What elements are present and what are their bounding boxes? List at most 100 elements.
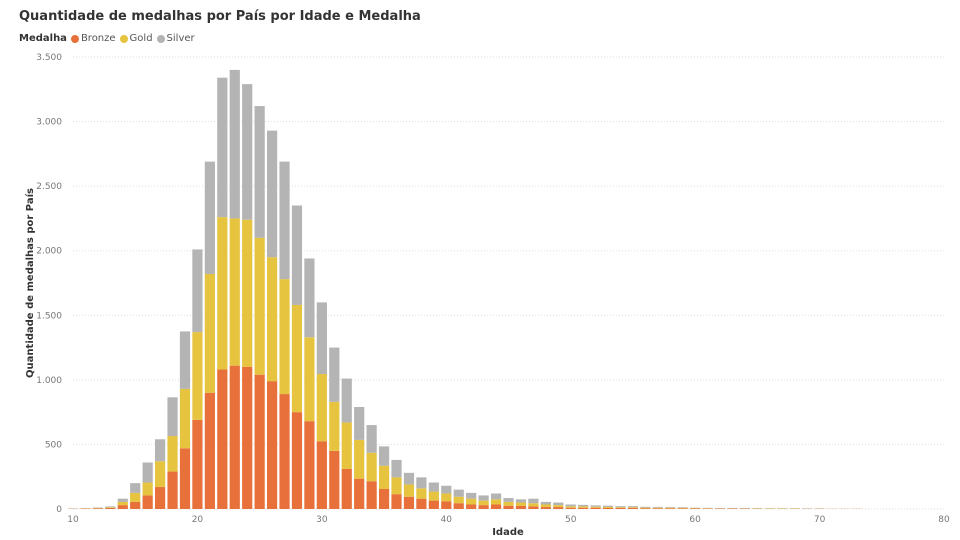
bar-silver-age-41[interactable] bbox=[453, 489, 464, 497]
bar-bronze-age-33[interactable] bbox=[354, 478, 365, 509]
bar-gold-age-17[interactable] bbox=[154, 461, 166, 488]
bar-bronze-age-24[interactable] bbox=[242, 366, 253, 509]
bar-silver-age-59[interactable] bbox=[677, 507, 688, 508]
bar-gold-age-46[interactable] bbox=[515, 502, 527, 506]
bar-silver-age-55[interactable] bbox=[627, 506, 639, 508]
bar-gold-age-14[interactable] bbox=[117, 501, 128, 506]
bar-silver-age-18[interactable] bbox=[167, 397, 178, 437]
bar-bronze-age-38[interactable] bbox=[416, 498, 427, 509]
bar-silver-age-35[interactable] bbox=[378, 446, 390, 466]
bar-silver-age-53[interactable] bbox=[602, 505, 614, 507]
bar-silver-age-33[interactable] bbox=[354, 406, 365, 440]
bar-silver-age-46[interactable] bbox=[515, 499, 527, 503]
bar-gold-age-40[interactable] bbox=[441, 493, 452, 502]
bar-bronze-age-37[interactable] bbox=[403, 496, 415, 509]
legend-item-bronze[interactable]: Bronze bbox=[70, 33, 116, 44]
bar-gold-age-29[interactable] bbox=[304, 337, 315, 422]
bar-gold-age-50[interactable] bbox=[565, 506, 576, 508]
bar-gold-age-28[interactable] bbox=[291, 304, 303, 413]
bar-silver-age-54[interactable] bbox=[615, 506, 626, 508]
bar-silver-age-39[interactable] bbox=[428, 482, 439, 492]
bar-bronze-age-39[interactable] bbox=[428, 500, 439, 509]
bar-bronze-age-16[interactable] bbox=[142, 495, 153, 509]
bar-gold-age-37[interactable] bbox=[403, 484, 415, 497]
bar-gold-age-16[interactable] bbox=[142, 482, 153, 496]
bar-bronze-age-41[interactable] bbox=[453, 503, 464, 509]
bar-gold-age-30[interactable] bbox=[316, 374, 327, 442]
bar-bronze-age-57[interactable] bbox=[652, 508, 663, 509]
bar-gold-age-55[interactable] bbox=[627, 507, 639, 508]
bar-silver-age-28[interactable] bbox=[291, 205, 303, 305]
bar-gold-age-56[interactable] bbox=[640, 507, 651, 509]
legend-item-silver[interactable]: Silver bbox=[156, 33, 195, 44]
bar-gold-age-24[interactable] bbox=[242, 219, 253, 367]
bar-silver-age-23[interactable] bbox=[229, 69, 240, 219]
bar-silver-age-19[interactable] bbox=[179, 331, 191, 389]
bar-bronze-age-42[interactable] bbox=[466, 504, 477, 509]
bar-bronze-age-46[interactable] bbox=[515, 505, 527, 509]
bar-silver-age-45[interactable] bbox=[503, 498, 514, 502]
legend-item-gold[interactable]: Gold bbox=[119, 33, 153, 44]
bar-gold-age-57[interactable] bbox=[652, 507, 663, 509]
bar-bronze-age-25[interactable] bbox=[254, 374, 265, 509]
bar-silver-age-15[interactable] bbox=[130, 483, 141, 493]
bar-bronze-age-34[interactable] bbox=[366, 481, 377, 509]
bar-silver-age-56[interactable] bbox=[640, 506, 651, 508]
bar-bronze-age-35[interactable] bbox=[378, 488, 390, 509]
bar-bronze-age-54[interactable] bbox=[615, 507, 626, 509]
bar-silver-age-50[interactable] bbox=[565, 504, 576, 507]
bar-bronze-age-23[interactable] bbox=[229, 365, 240, 509]
bar-gold-age-53[interactable] bbox=[602, 506, 614, 508]
bar-bronze-age-47[interactable] bbox=[528, 506, 539, 509]
bar-bronze-age-59[interactable] bbox=[677, 508, 688, 509]
bar-gold-age-36[interactable] bbox=[391, 477, 402, 495]
bar-gold-age-34[interactable] bbox=[366, 452, 377, 482]
bar-silver-age-20[interactable] bbox=[192, 249, 203, 333]
bar-bronze-age-20[interactable] bbox=[192, 419, 203, 509]
bar-silver-age-52[interactable] bbox=[590, 505, 601, 507]
bar-bronze-age-58[interactable] bbox=[665, 508, 676, 509]
bar-silver-age-48[interactable] bbox=[540, 501, 551, 505]
bar-silver-age-17[interactable] bbox=[154, 439, 166, 462]
bar-silver-age-21[interactable] bbox=[204, 161, 215, 274]
bar-silver-age-36[interactable] bbox=[391, 459, 402, 478]
bar-silver-age-51[interactable] bbox=[578, 504, 589, 507]
bar-gold-age-39[interactable] bbox=[428, 491, 439, 501]
bar-bronze-age-15[interactable] bbox=[130, 501, 141, 509]
bar-bronze-age-19[interactable] bbox=[179, 448, 191, 509]
bar-gold-age-49[interactable] bbox=[553, 505, 564, 508]
bar-silver-age-34[interactable] bbox=[366, 425, 377, 453]
bar-bronze-age-18[interactable] bbox=[167, 471, 178, 509]
bar-gold-age-32[interactable] bbox=[341, 422, 352, 469]
bar-bronze-age-48[interactable] bbox=[540, 507, 551, 509]
bar-silver-age-58[interactable] bbox=[665, 507, 676, 508]
bar-silver-age-22[interactable] bbox=[217, 77, 228, 218]
bar-gold-age-25[interactable] bbox=[254, 237, 265, 375]
bar-bronze-age-51[interactable] bbox=[578, 507, 589, 509]
bar-bronze-age-52[interactable] bbox=[590, 507, 601, 509]
bar-bronze-age-45[interactable] bbox=[503, 505, 514, 509]
bar-gold-age-31[interactable] bbox=[329, 401, 340, 451]
bar-gold-age-38[interactable] bbox=[416, 488, 427, 499]
bar-bronze-age-56[interactable] bbox=[640, 508, 651, 509]
bar-silver-age-32[interactable] bbox=[341, 378, 352, 423]
bar-bronze-age-28[interactable] bbox=[291, 412, 303, 509]
bar-bronze-age-29[interactable] bbox=[304, 421, 315, 509]
bar-bronze-age-36[interactable] bbox=[391, 494, 402, 509]
bar-gold-age-45[interactable] bbox=[503, 501, 514, 506]
bar-silver-age-49[interactable] bbox=[553, 502, 564, 506]
bar-bronze-age-22[interactable] bbox=[217, 369, 228, 509]
bar-bronze-age-50[interactable] bbox=[565, 507, 576, 509]
bar-gold-age-21[interactable] bbox=[204, 273, 215, 393]
bar-silver-age-37[interactable] bbox=[403, 472, 415, 485]
bar-gold-age-33[interactable] bbox=[354, 439, 365, 479]
bar-gold-age-27[interactable] bbox=[279, 279, 290, 395]
bar-silver-age-13[interactable] bbox=[105, 506, 116, 508]
bar-bronze-age-53[interactable] bbox=[602, 507, 614, 509]
bar-bronze-age-12[interactable] bbox=[92, 508, 103, 509]
bar-silver-age-40[interactable] bbox=[441, 485, 452, 494]
bar-gold-age-23[interactable] bbox=[229, 218, 240, 366]
bar-bronze-age-13[interactable] bbox=[105, 507, 116, 509]
bar-bronze-age-55[interactable] bbox=[627, 507, 639, 509]
bar-gold-age-43[interactable] bbox=[478, 500, 489, 506]
